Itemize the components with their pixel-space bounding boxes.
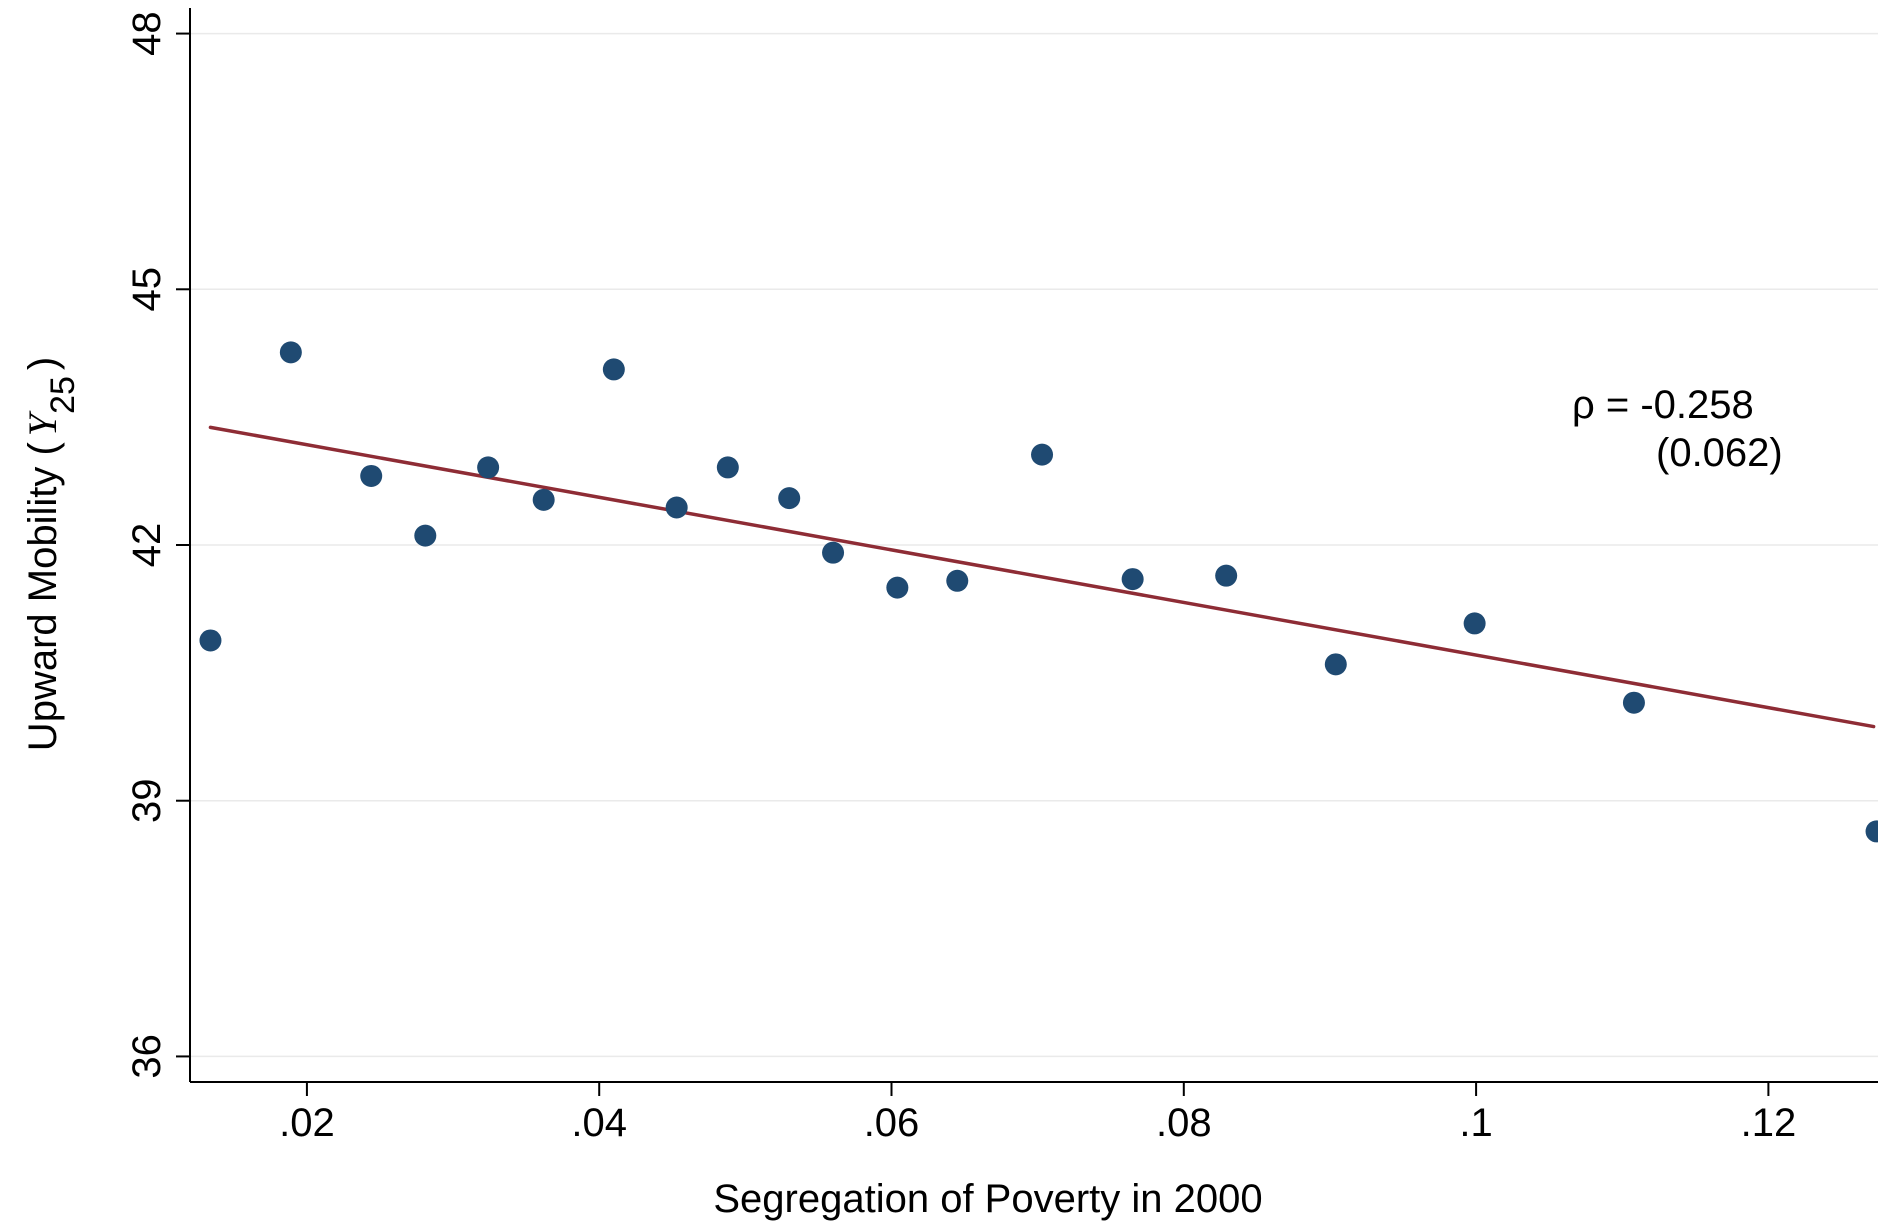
data-point-9	[716, 456, 739, 479]
x-tick-label-.04: .04	[571, 1101, 627, 1145]
y-tick-label-45: 45	[125, 267, 169, 312]
x-axis-title: Segregation of Poverty in 2000	[713, 1177, 1262, 1221]
fit-line-group	[208, 425, 1876, 729]
data-point-19	[1622, 691, 1645, 714]
x-tick-label-.12: .12	[1741, 1101, 1797, 1145]
y-tick-label-48: 48	[125, 11, 169, 56]
y-tick-label-36: 36	[125, 1034, 169, 1079]
y-axis-title-subscript: 25	[44, 376, 82, 414]
data-point-20	[1865, 820, 1878, 843]
rho-annotation: ρ = -0.258	[1572, 383, 1754, 427]
data-point-1	[199, 629, 222, 652]
x-tick-label-.08: .08	[1156, 1101, 1212, 1145]
data-point-3	[360, 464, 383, 487]
y-axis-title-symbol: Y	[20, 410, 65, 436]
data-point-4	[414, 524, 437, 547]
data-point-17	[1324, 653, 1347, 676]
data-points	[199, 341, 1878, 843]
data-point-7	[602, 358, 625, 381]
data-point-8	[665, 496, 688, 519]
data-point-10	[778, 487, 801, 510]
rho-standard-error: (0.062)	[1656, 431, 1783, 475]
data-point-2	[279, 341, 302, 364]
data-point-15	[1121, 568, 1144, 591]
x-axis-ticks: .02 .04 .06 .08 .1 .12	[279, 1082, 1796, 1145]
y-axis-title-prefix: Upward Mobility (	[21, 442, 65, 752]
data-point-6	[532, 488, 555, 511]
data-point-13	[946, 569, 969, 592]
x-tick-label-.1: .1	[1459, 1101, 1492, 1145]
data-point-18	[1463, 612, 1486, 635]
y-axis-title-suffix: )	[21, 357, 65, 370]
y-axis-title: Upward Mobility ( Y25)	[20, 357, 82, 751]
y-axis-ticks: 36 39 42 45 48	[125, 11, 190, 1079]
data-point-16	[1215, 564, 1238, 587]
data-point-11	[822, 541, 845, 564]
data-point-12	[886, 576, 909, 599]
fit-line	[208, 425, 1876, 729]
y-tick-label-42: 42	[125, 523, 169, 568]
x-tick-label-.06: .06	[864, 1101, 920, 1145]
gridlines	[190, 32, 1878, 1058]
x-tick-label-.02: .02	[279, 1101, 335, 1145]
data-point-14	[1031, 443, 1054, 466]
y-tick-label-39: 39	[125, 778, 169, 823]
data-point-5	[477, 456, 500, 479]
